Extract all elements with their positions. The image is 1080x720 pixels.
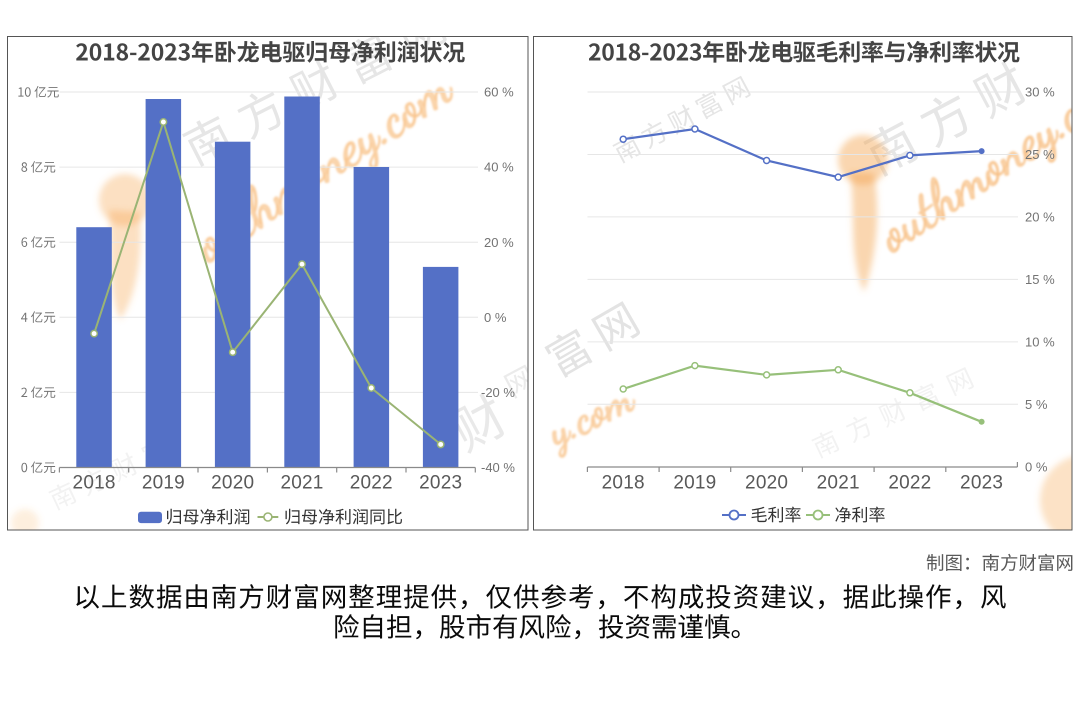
svg-text:2023: 2023	[960, 473, 1003, 494]
svg-text:2020: 2020	[745, 473, 788, 494]
svg-text:0 %: 0 %	[1025, 459, 1048, 474]
svg-text:2019: 2019	[673, 473, 716, 494]
svg-text:2020: 2020	[211, 473, 254, 494]
svg-text:60 %: 60 %	[484, 85, 514, 100]
svg-text:2022: 2022	[888, 473, 931, 494]
svg-text:-20 %: -20 %	[481, 385, 515, 400]
svg-text:40 %: 40 %	[484, 160, 514, 175]
svg-text:5 %: 5 %	[1025, 397, 1048, 412]
svg-text:25 %: 25 %	[1025, 147, 1055, 162]
svg-text:2023: 2023	[419, 473, 462, 494]
svg-text:2018: 2018	[602, 473, 645, 494]
svg-text:2021: 2021	[817, 473, 860, 494]
svg-text:2019: 2019	[142, 473, 185, 494]
svg-text:20 %: 20 %	[1025, 210, 1055, 225]
svg-text:10 %: 10 %	[1025, 335, 1055, 350]
svg-text:2021: 2021	[280, 473, 323, 494]
svg-text:20 %: 20 %	[484, 235, 514, 250]
svg-text:2018: 2018	[73, 473, 116, 494]
svg-text:2022: 2022	[350, 473, 393, 494]
svg-text:30 %: 30 %	[1025, 85, 1055, 100]
svg-text:-40 %: -40 %	[481, 460, 515, 475]
svg-text:15 %: 15 %	[1025, 272, 1055, 287]
svg-text:0 %: 0 %	[484, 310, 507, 325]
